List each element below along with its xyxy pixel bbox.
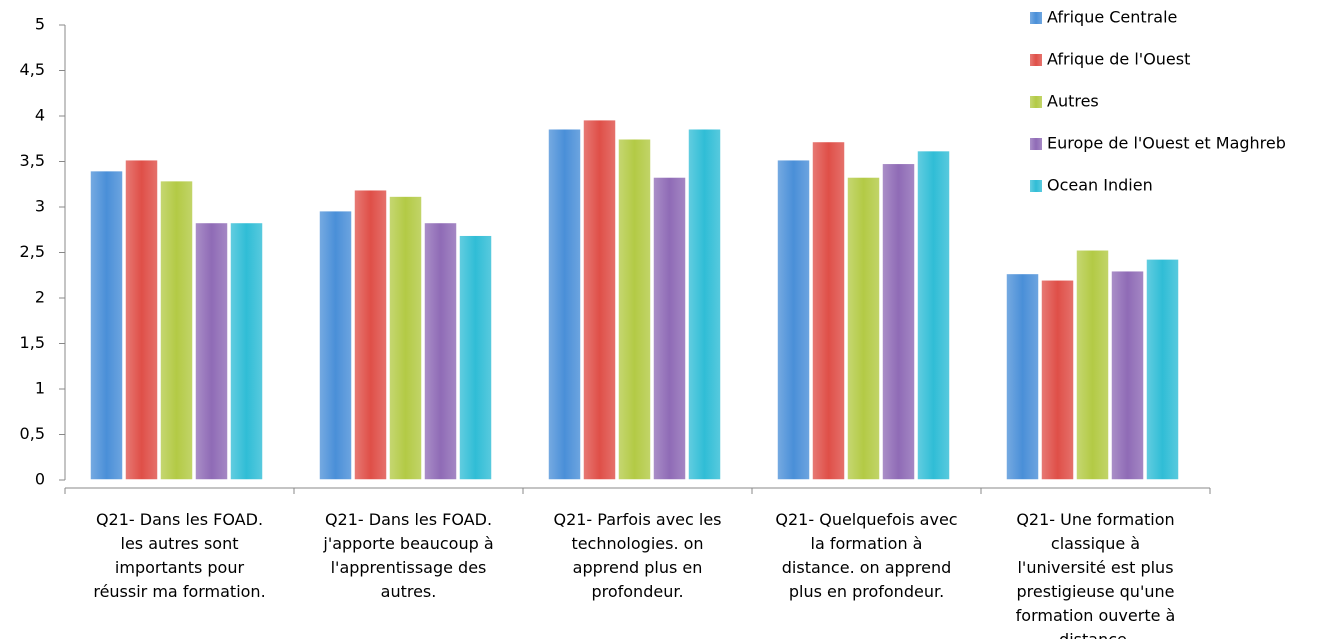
y-tick-label: 3 bbox=[35, 197, 45, 216]
bar bbox=[1005, 272, 1040, 481]
bar bbox=[916, 149, 951, 481]
bar bbox=[423, 221, 458, 481]
y-tick-label: 0 bbox=[35, 470, 45, 489]
legend-swatch bbox=[1030, 138, 1042, 150]
y-tick-label: 2,5 bbox=[20, 242, 45, 261]
bar bbox=[846, 176, 881, 481]
bar bbox=[582, 118, 617, 481]
bar bbox=[1040, 279, 1075, 481]
x-tick-label: Q21- Une formation classique à l'universit… bbox=[1016, 510, 1176, 639]
bar bbox=[194, 221, 229, 481]
y-tick-label: 5 bbox=[35, 15, 45, 34]
y-tick-label: 3,5 bbox=[20, 151, 45, 170]
bar bbox=[652, 176, 687, 481]
bar bbox=[229, 221, 264, 481]
y-tick-label: 4,5 bbox=[20, 60, 45, 79]
bar bbox=[124, 158, 159, 481]
legend-label: Autres bbox=[1047, 92, 1099, 111]
bar bbox=[776, 158, 811, 481]
x-tick-label: Q21- Quelquefois avec la formation à dista… bbox=[775, 510, 957, 601]
bar bbox=[318, 209, 353, 481]
y-tick-label: 1,5 bbox=[20, 333, 45, 352]
y-tick-label: 4 bbox=[35, 106, 45, 125]
legend-swatch bbox=[1030, 12, 1042, 24]
y-tick-label: 1 bbox=[35, 379, 45, 398]
legend-swatch bbox=[1030, 180, 1042, 192]
legend-label: Afrique de l'Ouest bbox=[1047, 50, 1190, 69]
bar bbox=[1075, 249, 1110, 481]
y-tick-label: 2 bbox=[35, 288, 45, 307]
bar bbox=[353, 188, 388, 481]
bar bbox=[159, 179, 194, 481]
legend-label: Europe de l'Ouest et Maghreb bbox=[1047, 134, 1286, 153]
bar bbox=[881, 162, 916, 481]
bar bbox=[687, 127, 722, 481]
legend-label: Ocean Indien bbox=[1047, 176, 1153, 195]
bar bbox=[547, 127, 582, 481]
legend-label: Afrique Centrale bbox=[1047, 8, 1177, 27]
x-tick-label: Q21- Parfois avec les technologies. on app… bbox=[553, 510, 721, 601]
bar bbox=[89, 169, 124, 481]
bar bbox=[1110, 269, 1145, 481]
bar bbox=[388, 195, 423, 481]
bar bbox=[1145, 258, 1180, 481]
bar bbox=[617, 138, 652, 481]
x-tick-label: Q21- Dans les FOAD. les autres sont import… bbox=[93, 510, 265, 601]
legend-swatch bbox=[1030, 96, 1042, 108]
y-tick-label: 0,5 bbox=[20, 424, 45, 443]
legend-swatch bbox=[1030, 54, 1042, 66]
bar bbox=[811, 140, 846, 481]
bar bbox=[458, 234, 493, 481]
